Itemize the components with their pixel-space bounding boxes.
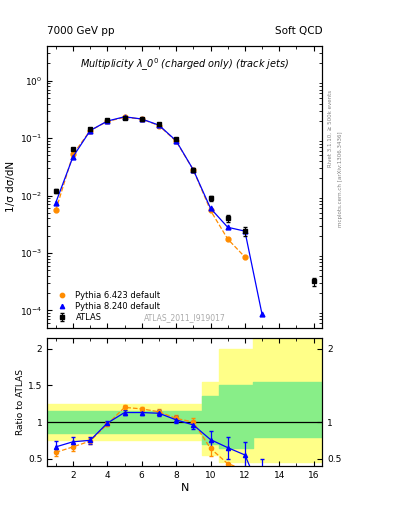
Pythia 8.240 default <box>140 116 144 122</box>
Pythia 8.240 default <box>71 154 75 160</box>
Pythia 8.240 default <box>242 228 247 234</box>
Pythia 8.240 default <box>225 224 230 230</box>
Pythia 6.423 default <box>105 118 110 124</box>
Y-axis label: 1/σ dσ/dN: 1/σ dσ/dN <box>6 161 16 212</box>
Pythia 6.423 default <box>208 207 213 214</box>
Line: Pythia 8.240 default: Pythia 8.240 default <box>53 114 264 317</box>
Text: mcplots.cern.ch [arXiv:1306.3436]: mcplots.cern.ch [arXiv:1306.3436] <box>338 132 343 227</box>
Pythia 8.240 default <box>260 311 264 317</box>
Pythia 8.240 default <box>174 138 178 144</box>
Pythia 6.423 default <box>71 152 75 158</box>
Pythia 8.240 default <box>53 200 58 206</box>
Text: 7000 GeV pp: 7000 GeV pp <box>47 26 115 36</box>
Y-axis label: Ratio to ATLAS: Ratio to ATLAS <box>16 369 25 435</box>
Pythia 6.423 default <box>225 236 230 242</box>
Text: Multiplicity $\lambda$_0$^{0}$ (charged only) (track jets): Multiplicity $\lambda$_0$^{0}$ (charged … <box>80 56 289 73</box>
X-axis label: N: N <box>180 482 189 493</box>
Pythia 6.423 default <box>242 254 247 260</box>
Pythia 6.423 default <box>140 116 144 122</box>
Pythia 8.240 default <box>88 127 92 134</box>
Pythia 8.240 default <box>191 167 196 173</box>
Pythia 6.423 default <box>53 207 58 214</box>
Text: Rivet 3.1.10, ≥ 500k events: Rivet 3.1.10, ≥ 500k events <box>328 90 333 166</box>
Pythia 6.423 default <box>174 138 178 144</box>
Pythia 6.423 default <box>156 122 161 129</box>
Pythia 6.423 default <box>88 127 92 134</box>
Pythia 8.240 default <box>208 205 213 211</box>
Text: ATLAS_2011_I919017: ATLAS_2011_I919017 <box>144 313 226 322</box>
Legend: Pythia 6.423 default, Pythia 8.240 default, ATLAS: Pythia 6.423 default, Pythia 8.240 defau… <box>51 289 162 324</box>
Pythia 6.423 default <box>191 167 196 173</box>
Line: Pythia 6.423 default: Pythia 6.423 default <box>53 115 247 260</box>
Pythia 8.240 default <box>105 118 110 124</box>
Pythia 8.240 default <box>122 114 127 120</box>
Pythia 8.240 default <box>156 122 161 128</box>
Text: Soft QCD: Soft QCD <box>275 26 322 36</box>
Pythia 6.423 default <box>122 114 127 120</box>
